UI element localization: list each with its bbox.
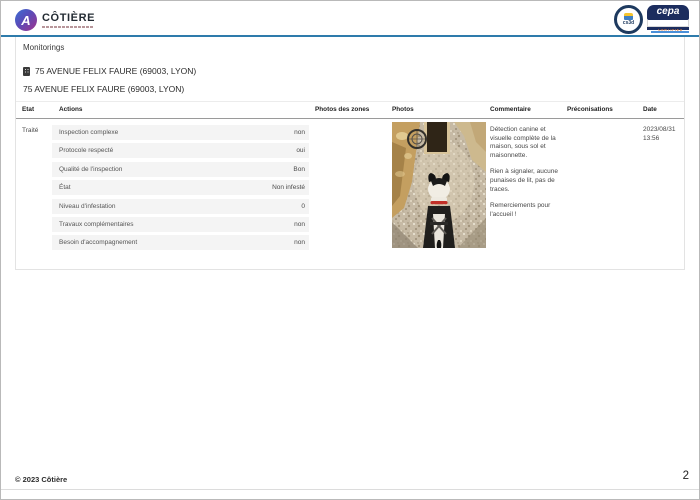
action-row: Inspection complexe non (52, 125, 309, 140)
certification-badges: cs3d cepa CERTIFIED (614, 5, 689, 34)
action-label: Niveau d'infestation (59, 202, 116, 210)
column-header-actions: Actions (59, 106, 83, 113)
inspection-photo (392, 122, 486, 248)
cs3d-emblem-icon (624, 13, 633, 20)
action-label: Protocole respecté (59, 147, 114, 155)
cepa-badge-subband (647, 27, 689, 30)
site-address-subheader: 75 AVENUE FELIX FAURE (69003, LYON) (23, 84, 185, 94)
cepa-badge-label: cepa (647, 5, 689, 20)
action-label: Inspection complexe (59, 129, 119, 136)
column-header-preconisations: Préconisations (567, 106, 613, 113)
site-address-header-label: 75 AVENUE FELIX FAURE (69003, LYON) (35, 66, 197, 76)
comment-column: Détection canine et visuelle complète de… (490, 126, 566, 227)
status-value: Traité (22, 127, 39, 134)
brand-monogram-icon: A (15, 9, 37, 31)
monitorings-card: Monitorings 75 AVENUE FELIX FAURE (69003… (15, 37, 685, 270)
cepa-badge-bar (651, 31, 689, 33)
dog-photo-illustration (392, 122, 486, 248)
column-header-photos: Photos (392, 106, 414, 113)
action-value: non (294, 239, 305, 247)
column-header-photos-des-zones: Photos des zones (315, 106, 370, 113)
table-header-underline (16, 118, 684, 119)
comment-paragraph: Détection canine et visuelle complète de… (490, 126, 556, 159)
site-address-header: 75 AVENUE FELIX FAURE (69003, LYON) (23, 66, 196, 76)
column-header-etat: Etat (22, 106, 35, 113)
header-accent-line (1, 35, 699, 37)
action-value: Bon (293, 165, 305, 173)
cs3d-badge-icon: cs3d (614, 5, 643, 34)
action-row: Qualité de l'inspection Bon (52, 161, 309, 177)
page-number: 2 (682, 470, 689, 482)
footer-divider (1, 489, 699, 490)
column-header-date: Date (643, 106, 657, 113)
actions-list: Inspection complexe non Protocole respec… (52, 125, 309, 251)
brand-name: CÔTIÈRE (42, 11, 96, 24)
action-row: Niveau d'infestation 0 (52, 198, 309, 214)
action-label: Qualité de l'inspection (59, 165, 123, 173)
action-label: Besoin d'accompagnement (59, 239, 138, 247)
action-row: État Non infesté (52, 180, 309, 196)
table-header-topline (16, 101, 684, 102)
cs3d-badge-label: cs3d (622, 20, 635, 26)
comment-paragraph: Rien à signaler, aucune punaises de lit,… (490, 168, 558, 193)
brand-tagline-strip (42, 25, 94, 28)
footer-copyright: © 2023 Côtière (15, 475, 68, 484)
action-row: Travaux complémentaires non (52, 216, 309, 232)
column-header-commentaire: Commentaire (490, 106, 531, 113)
action-value: Non infesté (272, 184, 305, 192)
action-row: Protocole respecté oui (52, 143, 309, 159)
action-label: Travaux complémentaires (59, 220, 134, 228)
action-value: non (294, 220, 305, 228)
cepa-badge-icon: cepa CERTIFIED (647, 5, 689, 33)
brand-logo: A CÔTIÈRE (15, 8, 95, 32)
action-value: oui (296, 147, 305, 155)
date-value: 2023/08/31 13:56 (643, 126, 676, 142)
page-title: Monitorings (23, 43, 65, 52)
action-label: État (59, 184, 71, 192)
building-icon (23, 66, 30, 76)
action-value: 0 (301, 202, 305, 210)
cepa-certified-label: CERTIFIED (658, 29, 684, 33)
action-row: Besoin d'accompagnement non (52, 235, 309, 251)
action-value: non (294, 129, 305, 136)
comment-paragraph: Remerciements pour l'accueil ! (490, 202, 551, 218)
